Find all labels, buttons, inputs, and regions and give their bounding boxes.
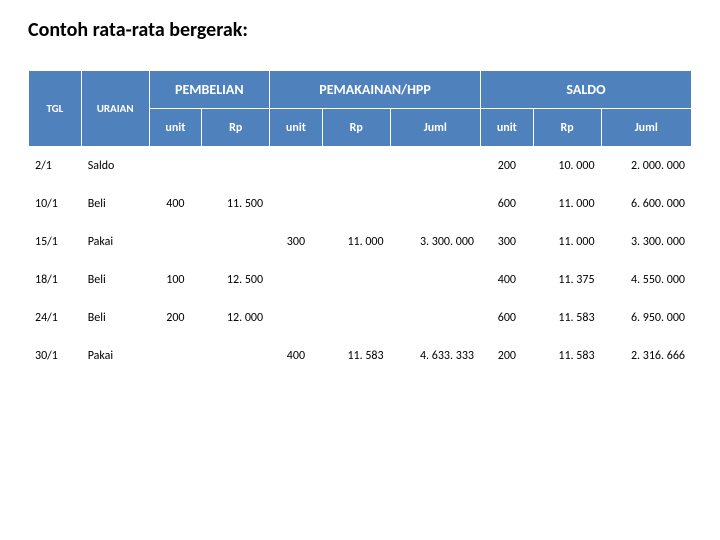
cell-pemakaian-rp: 11. 000	[322, 223, 390, 261]
cell-pembelian-unit: 400	[149, 185, 202, 223]
cell-pemakaian-rp	[322, 299, 390, 337]
cell-uraian: Saldo	[81, 147, 149, 185]
cell-pembelian-rp: 11. 500	[202, 185, 270, 223]
table-row: 18/1Beli10012. 500 40011. 3754. 550. 000	[29, 261, 692, 299]
cell-pemakaian-unit	[270, 299, 323, 337]
cell-pembelian-unit	[149, 147, 202, 185]
cell-saldo-rp: 10. 000	[533, 147, 601, 185]
cell-pemakaian-unit	[270, 261, 323, 299]
sub-rp: Rp	[322, 109, 390, 147]
cell-saldo-juml: 3. 300. 000	[601, 223, 691, 261]
table-body: 2/1Saldo20010. 0002. 000. 00010/1Beli400…	[29, 147, 692, 375]
inventory-table: TGL URAIAN PEMBELIAN PEMAKAINAN/HPP SALD…	[28, 70, 692, 375]
cell-pemakaian-unit	[270, 185, 323, 223]
table-head: TGL URAIAN PEMBELIAN PEMAKAINAN/HPP SALD…	[29, 71, 692, 147]
cell-pemakaian-rp	[322, 185, 390, 223]
cell-saldo-unit: 200	[481, 337, 534, 375]
cell-saldo-unit: 600	[481, 185, 534, 223]
cell-pemakaian-rp	[322, 261, 390, 299]
cell-saldo-unit: 200	[481, 147, 534, 185]
cell-tgl: 18/1	[29, 261, 82, 299]
sub-unit: unit	[481, 109, 534, 147]
sub-unit: unit	[149, 109, 202, 147]
col-saldo: SALDO	[481, 71, 692, 109]
cell-saldo-juml: 6. 950. 000	[601, 299, 691, 337]
sub-rp: Rp	[533, 109, 601, 147]
cell-pemakaian-rp	[322, 147, 390, 185]
col-uraian: URAIAN	[81, 71, 149, 147]
cell-saldo-unit: 600	[481, 299, 534, 337]
cell-tgl: 10/1	[29, 185, 82, 223]
cell-pemakaian-juml	[390, 147, 480, 185]
cell-uraian: Pakai	[81, 337, 149, 375]
cell-tgl: 24/1	[29, 299, 82, 337]
cell-saldo-juml: 4. 550. 000	[601, 261, 691, 299]
cell-pembelian-rp	[202, 337, 270, 375]
cell-pembelian-unit: 100	[149, 261, 202, 299]
sub-rp: Rp	[202, 109, 270, 147]
slide-container: Contoh rata-rata bergerak: TGL URAIAN PE…	[0, 0, 720, 393]
cell-pembelian-unit	[149, 223, 202, 261]
cell-pembelian-unit	[149, 337, 202, 375]
table-row: 30/1Pakai40011. 5834. 633. 33320011. 583…	[29, 337, 692, 375]
cell-saldo-rp: 11. 583	[533, 299, 601, 337]
col-pembelian: PEMBELIAN	[149, 71, 270, 109]
col-pemakaian: PEMAKAINAN/HPP	[270, 71, 481, 109]
cell-pemakaian-juml	[390, 185, 480, 223]
sub-unit: unit	[270, 109, 323, 147]
cell-pembelian-rp: 12. 500	[202, 261, 270, 299]
cell-saldo-rp: 11. 000	[533, 185, 601, 223]
cell-saldo-unit: 300	[481, 223, 534, 261]
cell-saldo-rp: 11. 375	[533, 261, 601, 299]
cell-saldo-unit: 400	[481, 261, 534, 299]
cell-pemakaian-juml: 4. 633. 333	[390, 337, 480, 375]
table-row: 24/1Beli20012. 000 60011. 5836. 950. 000	[29, 299, 692, 337]
cell-tgl: 15/1	[29, 223, 82, 261]
table-row: 10/1Beli40011. 500 60011. 0006. 600. 000	[29, 185, 692, 223]
cell-saldo-rp: 11. 583	[533, 337, 601, 375]
cell-saldo-juml: 6. 600. 000	[601, 185, 691, 223]
cell-uraian: Beli	[81, 185, 149, 223]
col-tgl: TGL	[29, 71, 82, 147]
cell-pembelian-rp	[202, 223, 270, 261]
cell-pemakaian-juml	[390, 299, 480, 337]
cell-pemakaian-juml: 3. 300. 000	[390, 223, 480, 261]
sub-juml: Juml	[390, 109, 480, 147]
cell-pembelian-rp	[202, 147, 270, 185]
cell-uraian: Beli	[81, 299, 149, 337]
cell-saldo-juml: 2. 000. 000	[601, 147, 691, 185]
cell-uraian: Beli	[81, 261, 149, 299]
page-title: Contoh rata-rata bergerak:	[28, 18, 692, 42]
sub-juml: Juml	[601, 109, 691, 147]
table-row: 15/1Pakai30011. 0003. 300. 00030011. 000…	[29, 223, 692, 261]
cell-tgl: 30/1	[29, 337, 82, 375]
cell-pembelian-unit: 200	[149, 299, 202, 337]
cell-saldo-rp: 11. 000	[533, 223, 601, 261]
cell-uraian: Pakai	[81, 223, 149, 261]
cell-pemakaian-unit: 400	[270, 337, 323, 375]
cell-pemakaian-unit	[270, 147, 323, 185]
cell-tgl: 2/1	[29, 147, 82, 185]
table-row: 2/1Saldo 20010. 0002. 000. 000	[29, 147, 692, 185]
cell-saldo-juml: 2. 316. 666	[601, 337, 691, 375]
cell-pemakaian-juml	[390, 261, 480, 299]
cell-pembelian-rp: 12. 000	[202, 299, 270, 337]
cell-pemakaian-unit: 300	[270, 223, 323, 261]
cell-pemakaian-rp: 11. 583	[322, 337, 390, 375]
